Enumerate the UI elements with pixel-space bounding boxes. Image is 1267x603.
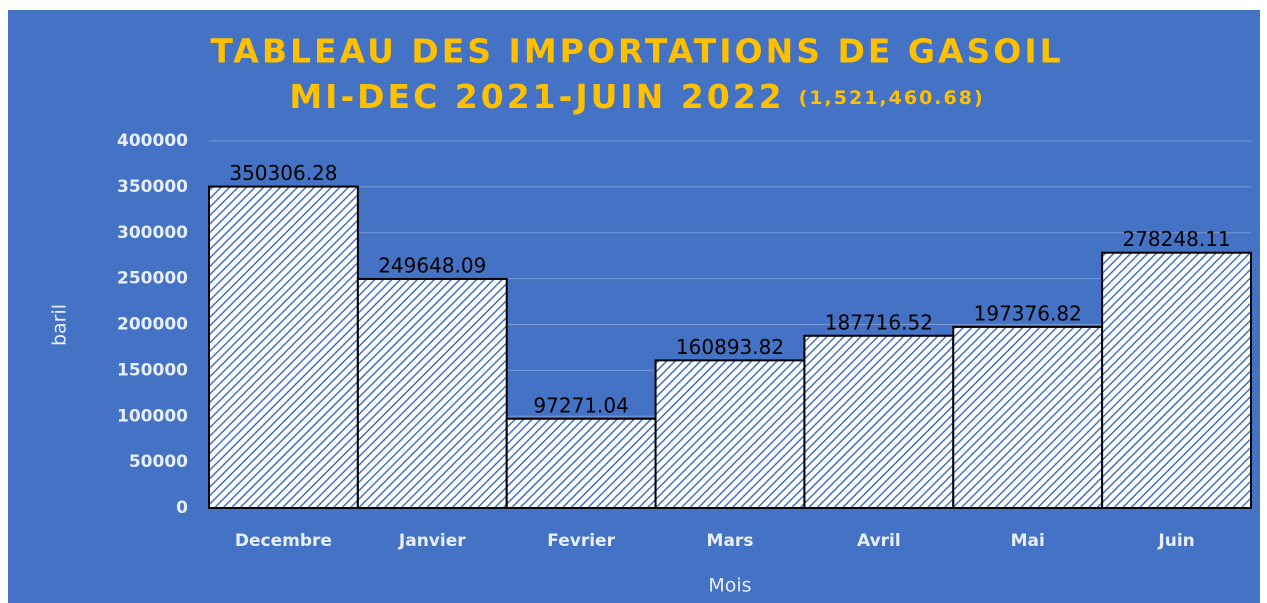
bar xyxy=(803,334,955,509)
data-label: 97271.04 xyxy=(533,393,628,417)
bar xyxy=(356,277,508,509)
x-tick-label: Fevrier xyxy=(547,531,615,551)
x-tick-label: Avril xyxy=(857,531,901,551)
bar xyxy=(952,325,1104,509)
data-label: 160893.82 xyxy=(676,335,784,359)
data-label: 350306.28 xyxy=(229,161,337,185)
y-tick-label: 350000 xyxy=(117,177,188,197)
x-tick-label: Janvier xyxy=(398,531,466,551)
x-tick-label: Mai xyxy=(1011,531,1045,551)
y-tick-label: 0 xyxy=(176,498,188,518)
data-label: 197376.82 xyxy=(974,301,1082,325)
x-tick-label: Decembre xyxy=(235,531,332,551)
y-tick-label: 100000 xyxy=(117,406,188,426)
bar xyxy=(1101,251,1252,509)
bar xyxy=(208,185,359,509)
x-tick-label: Juin xyxy=(1157,531,1194,551)
chart-title: TABLEAU DES IMPORTATIONS DE GASOIL xyxy=(210,32,1063,71)
y-axis-label: baril xyxy=(49,304,71,346)
bar xyxy=(654,359,806,509)
data-label: 187716.52 xyxy=(825,310,933,334)
chart-subtitle: MI-DEC 2021-JUIN 2022 xyxy=(289,77,784,116)
y-tick-label: 150000 xyxy=(117,360,188,380)
total-label: (1,521,460.68) xyxy=(799,87,985,109)
y-tick-label: 250000 xyxy=(117,269,188,289)
y-tick-label: 300000 xyxy=(117,223,188,243)
y-tick-label: 50000 xyxy=(129,452,188,472)
x-axis-label: Mois xyxy=(708,575,751,597)
data-label: 278248.11 xyxy=(1122,227,1230,251)
data-label: 249648.09 xyxy=(378,253,486,277)
y-tick-label: 200000 xyxy=(117,315,188,335)
y-tick-label: 400000 xyxy=(117,131,188,151)
x-tick-label: Mars xyxy=(707,531,754,551)
chart-subtitle-line: MI-DEC 2021-JUIN 2022 (1,521,460.68) xyxy=(289,77,984,116)
bar xyxy=(505,417,657,509)
